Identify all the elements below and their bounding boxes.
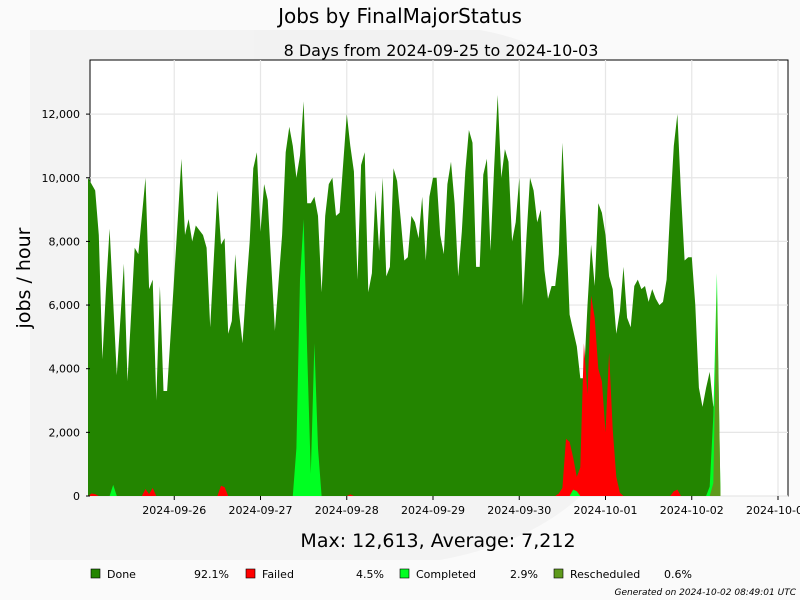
x-tick-label: 2024-09-30 — [487, 504, 551, 517]
legend-label-done: Done — [107, 568, 136, 581]
generated-note: Generated on 2024-10-02 08:49:01 UTC — [615, 588, 797, 598]
y-tick-label: 6,000 — [49, 299, 81, 312]
y-tick-label: 12,000 — [42, 108, 81, 121]
y-axis-label: jobs / hour — [13, 227, 35, 329]
chart-subtitle: 8 Days from 2024-09-25 to 2024-10-03 — [284, 41, 599, 60]
y-tick-label: 2,000 — [49, 426, 81, 439]
summary-text: Max: 12,613, Average: 7,212 — [300, 530, 575, 552]
area-done — [88, 95, 721, 496]
legend: Done 92.1% Failed 4.5% Completed 2.9% Reschedu… — [90, 568, 692, 581]
legend-percent-completed: 2.9% — [510, 568, 538, 581]
x-tick-label: 2024-09-26 — [142, 504, 206, 517]
x-tick-label: 2024-10-02 — [660, 504, 724, 517]
x-axis: 2024-09-26 2024-09-27 2024-09-28 2024-09-29… — [142, 496, 800, 517]
legend-label-failed: Failed — [262, 568, 294, 581]
legend-label-rescheduled: Rescheduled — [570, 568, 640, 581]
legend-label-completed: Completed — [416, 568, 476, 581]
x-tick-label: 2024-10-01 — [574, 504, 638, 517]
legend-swatch-failed — [245, 568, 256, 579]
chart-title: Jobs by FinalMajorStatus — [276, 4, 522, 28]
x-tick-label: 2024-10-03 — [746, 504, 800, 517]
legend-percent-done: 92.1% — [194, 568, 229, 581]
y-tick-label: 4,000 — [49, 363, 81, 376]
y-tick-label: 0 — [73, 490, 80, 503]
x-tick-label: 2024-09-28 — [315, 504, 379, 517]
legend-swatch-rescheduled — [553, 568, 564, 579]
legend-percent-rescheduled: 0.6% — [664, 568, 692, 581]
legend-percent-failed: 4.5% — [356, 568, 384, 581]
x-tick-label: 2024-09-29 — [401, 504, 465, 517]
y-tick-label: 8,000 — [49, 235, 81, 248]
y-tick-label: 10,000 — [42, 172, 81, 185]
legend-swatch-done — [90, 568, 101, 579]
legend-swatch-completed — [399, 568, 410, 579]
x-tick-label: 2024-09-27 — [229, 504, 293, 517]
y-axis: 0 2,000 4,000 6,000 8,000 10,000 12,000 — [42, 108, 90, 503]
area-series — [88, 95, 721, 496]
